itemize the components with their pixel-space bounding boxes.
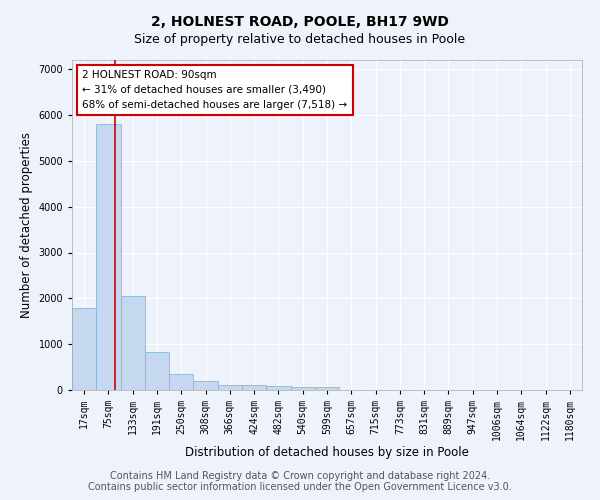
Text: Size of property relative to detached houses in Poole: Size of property relative to detached ho… [134,32,466,46]
Bar [169,374,193,390]
Bar [145,352,169,390]
Bar [315,387,339,390]
Bar [193,382,218,390]
Text: 2 HOLNEST ROAD: 90sqm
← 31% of detached houses are smaller (3,490)
68% of semi-d: 2 HOLNEST ROAD: 90sqm ← 31% of detached … [82,70,347,110]
Bar [290,387,315,390]
Bar [121,296,145,390]
Bar [242,385,266,390]
Y-axis label: Number of detached properties: Number of detached properties [20,132,33,318]
Bar [266,386,290,390]
Bar [218,384,242,390]
Text: Contains HM Land Registry data © Crown copyright and database right 2024.
Contai: Contains HM Land Registry data © Crown c… [88,471,512,492]
Bar [96,124,121,390]
X-axis label: Distribution of detached houses by size in Poole: Distribution of detached houses by size … [185,446,469,458]
Bar [72,308,96,390]
Text: 2, HOLNEST ROAD, POOLE, BH17 9WD: 2, HOLNEST ROAD, POOLE, BH17 9WD [151,15,449,29]
